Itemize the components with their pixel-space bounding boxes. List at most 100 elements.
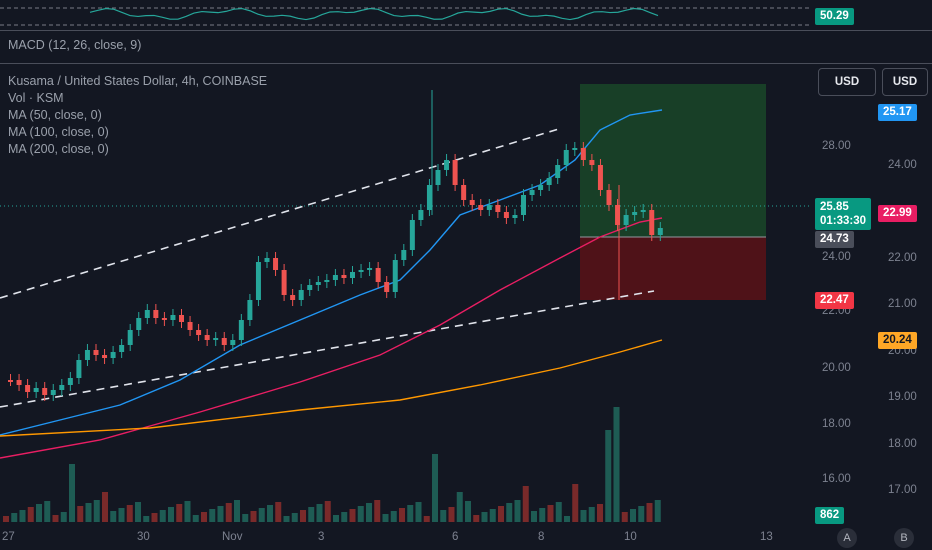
volume-bar	[151, 513, 158, 522]
volume-bar	[366, 503, 372, 522]
volume-bar	[168, 507, 174, 522]
price-tick: 18.00	[888, 438, 917, 450]
candle-body	[93, 350, 99, 355]
ma50-price-tag: 25.17	[878, 104, 917, 121]
moving-averages	[0, 109, 663, 459]
volume-bar	[36, 504, 42, 522]
ma50-legend[interactable]: MA (50, close, 0)	[8, 108, 102, 122]
currency-button-right[interactable]: USD	[882, 68, 928, 96]
price-tick: 22.00	[888, 252, 917, 264]
ma100-price-tag: 22.47	[815, 292, 854, 309]
currency-button-left[interactable]: USD	[818, 68, 876, 96]
badge-b-button[interactable]: B	[894, 528, 914, 548]
candle-body	[606, 190, 612, 205]
volume-bar	[159, 510, 166, 522]
volume-bar	[135, 502, 141, 522]
volume-bar	[250, 511, 257, 522]
candle-body	[230, 340, 236, 345]
candle-body	[563, 150, 569, 165]
channel-lower-line	[0, 290, 655, 408]
candle-body	[435, 170, 441, 185]
symbol-title[interactable]: Kusama / United States Dollar, 4h, COINB…	[8, 74, 268, 88]
candle-body	[358, 270, 364, 272]
volume-bar	[522, 486, 529, 522]
volume-bar	[390, 511, 397, 522]
candle-body	[444, 160, 450, 170]
candle-body	[538, 185, 544, 190]
candle-body	[503, 212, 509, 218]
last-price-tag: 25.85 01:33:30	[815, 198, 872, 230]
candle-body	[640, 210, 646, 212]
time-tick: 3	[318, 531, 325, 543]
candle-body	[555, 165, 561, 178]
volume-bar	[481, 512, 488, 522]
volume-bar	[498, 506, 504, 522]
candle-body	[273, 258, 279, 270]
volume-bar	[448, 507, 455, 522]
volume-legend[interactable]: Vol · KSM	[8, 91, 64, 105]
ma50-line	[0, 109, 663, 436]
volume-bar	[291, 513, 298, 522]
volume-bar	[102, 492, 108, 522]
candle-body	[213, 338, 219, 340]
volume-bar	[3, 516, 9, 522]
pane-divider[interactable]	[0, 63, 932, 64]
volume-bar	[60, 512, 67, 522]
volume-bar	[531, 511, 537, 522]
volume-bar	[52, 515, 59, 522]
price-tick: 28.00	[822, 140, 851, 152]
candle-body	[623, 215, 629, 225]
volume-bar	[638, 506, 645, 522]
time-tick: 30	[137, 531, 150, 543]
volume-bar	[308, 507, 315, 522]
candle-body	[649, 210, 655, 235]
candle-body	[204, 335, 210, 340]
volume-bar	[192, 515, 199, 522]
candle-body	[50, 390, 56, 395]
candle-body	[281, 270, 287, 295]
candle-body	[632, 212, 638, 215]
candle-body	[298, 290, 304, 300]
candle-body	[478, 205, 484, 210]
price-tick: 20.00	[822, 362, 851, 374]
candle-body	[426, 185, 432, 210]
price-tag-red: 22.99	[878, 205, 917, 222]
volume-bar	[514, 500, 521, 522]
volume-bar	[399, 508, 405, 522]
candle-body	[102, 355, 108, 358]
ma200-legend[interactable]: MA (200, close, 0)	[8, 142, 109, 156]
volume-bar	[423, 516, 430, 522]
ma100-legend[interactable]: MA (100, close, 0)	[8, 125, 109, 139]
candle-body	[469, 200, 475, 205]
candle-body	[580, 148, 586, 160]
candle-body	[196, 330, 202, 335]
volume-bar	[349, 509, 356, 522]
candle-body	[33, 388, 39, 392]
candle-body	[136, 318, 142, 330]
volume-bar	[630, 509, 636, 522]
last-price: 25.85	[820, 201, 849, 213]
macd-label: MACD (12, 26, close, 9)	[8, 38, 142, 52]
time-tick: 10	[624, 531, 637, 543]
candle-body	[546, 178, 552, 185]
pane-divider[interactable]	[0, 30, 932, 31]
price-tick: 19.00	[888, 391, 917, 403]
ma100-line	[0, 217, 663, 459]
volume-bar	[225, 503, 232, 522]
volume-bar	[654, 500, 661, 522]
candle-body	[153, 310, 159, 318]
volume-bar	[184, 501, 191, 522]
volume-bar	[506, 503, 513, 522]
volume-bars	[3, 407, 661, 522]
volume-bar	[564, 516, 570, 522]
auto-scale-button[interactable]: A	[837, 528, 857, 548]
volume-bar	[382, 514, 389, 522]
position-zones	[0, 84, 810, 300]
candle-body	[76, 360, 82, 378]
volume-bar	[374, 500, 381, 522]
candle-body	[187, 322, 193, 330]
rsi-line	[89, 7, 659, 21]
volume-bar	[597, 504, 603, 522]
time-tick: 27	[2, 531, 15, 543]
